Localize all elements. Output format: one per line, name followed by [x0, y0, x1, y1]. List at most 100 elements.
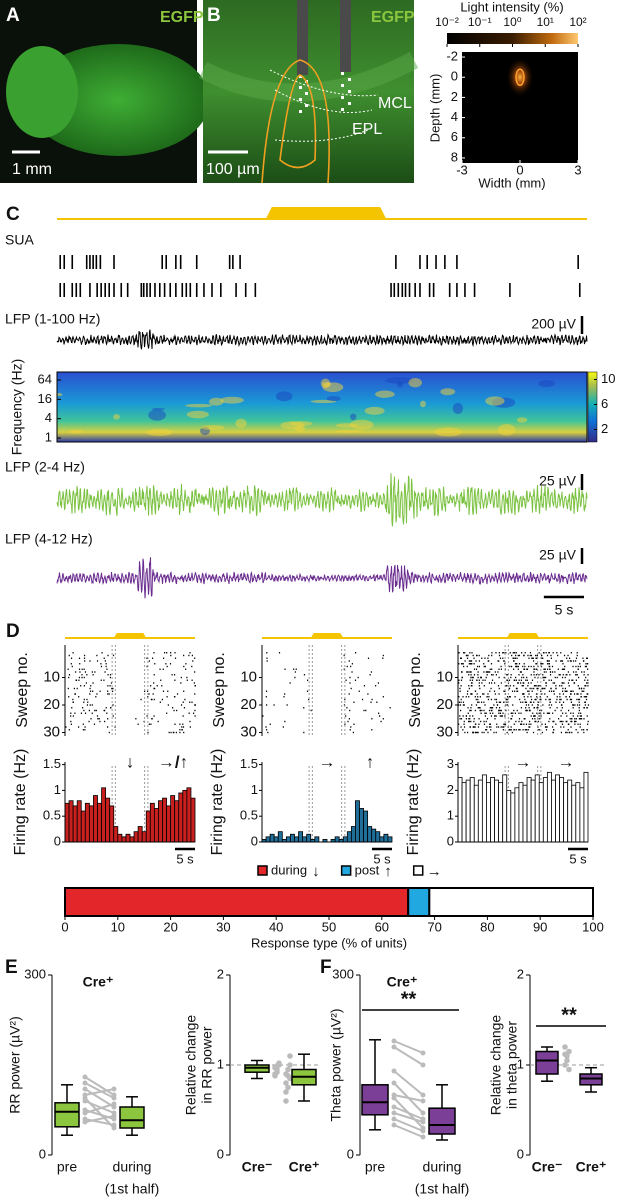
raster-dot [509, 652, 511, 654]
raster-dot [525, 709, 528, 712]
raster-dot [182, 715, 184, 717]
raster-dot [568, 685, 570, 687]
y-tick-label: 2 [217, 966, 224, 981]
raster-dot [70, 723, 72, 725]
histogram-bar [88, 805, 94, 843]
raster-dot [92, 674, 94, 676]
raster-dot [513, 657, 515, 659]
point [272, 1073, 278, 1079]
raster-dot [500, 682, 502, 684]
spectrogram-texture [235, 418, 247, 428]
group-title: Cre⁺ [83, 974, 114, 990]
raster-dot [476, 693, 478, 695]
pair-dot [391, 1068, 397, 1074]
raster-dot [512, 652, 514, 654]
raster-dot [530, 674, 532, 676]
raster-dot [550, 679, 553, 681]
raster-dot [83, 698, 85, 701]
raster-dot [513, 660, 515, 662]
raster-dot [585, 663, 587, 665]
pair-line [393, 1118, 424, 1132]
histogram-bar [555, 774, 560, 843]
raster-dot [303, 707, 305, 709]
raster-dot [86, 674, 88, 676]
raster-dot [567, 682, 570, 684]
raster-dot [574, 720, 576, 723]
raster-dot [520, 723, 522, 725]
raster-dot [153, 715, 155, 717]
raster-dot [459, 690, 461, 692]
raster-dot [509, 665, 511, 668]
raster-dot [463, 726, 466, 728]
raster-dot [535, 698, 537, 701]
raster-dot [498, 676, 500, 679]
raster-dot [559, 693, 561, 695]
raster-dot [185, 668, 187, 670]
raster-dot [548, 679, 550, 681]
histogram-bar [579, 787, 585, 843]
y-tick-label: 2 [451, 89, 458, 104]
x-tick-label: 80 [480, 919, 494, 934]
raster-dot [104, 709, 106, 712]
raster-dot [179, 731, 181, 734]
raster-dot [92, 682, 94, 684]
raster-dot [349, 682, 351, 684]
raster-dot [303, 731, 305, 734]
raster-dot [529, 701, 532, 703]
box [428, 1107, 456, 1135]
raster-dot [486, 696, 488, 698]
raster-dot [567, 729, 569, 731]
raster-dot [563, 654, 566, 657]
raster-dot [518, 718, 521, 720]
raster-dot [166, 652, 168, 654]
raster-dot [584, 665, 587, 668]
raster-dot [99, 690, 101, 692]
raster-dot [466, 665, 468, 668]
raster-dot [558, 674, 560, 676]
raster-dot [100, 663, 102, 665]
x-tick-label: Cre⁺ [576, 1159, 607, 1175]
raster-dot [371, 718, 373, 720]
raster-dot [567, 660, 569, 662]
histogram-bar [534, 774, 540, 843]
raster-dot [561, 682, 563, 684]
raster-dot [176, 709, 178, 712]
raster-dot [467, 712, 469, 714]
raster-dot [68, 676, 70, 679]
spectrogram-texture [385, 377, 414, 384]
raster-dot [459, 715, 461, 717]
x-tick-label: pre [57, 1159, 77, 1175]
raster-dot [542, 704, 544, 706]
raster-dot [499, 657, 502, 659]
raster-dot [502, 729, 504, 731]
light-pulse [113, 633, 147, 638]
point [287, 1062, 293, 1068]
raster-dot [194, 715, 196, 717]
raster-dot [91, 704, 93, 706]
raster-dot [535, 657, 537, 659]
raster-dot [518, 674, 520, 676]
raster-dot [583, 718, 585, 720]
raster-dot [474, 709, 476, 712]
raster-dot [91, 712, 93, 714]
raster-dot [549, 671, 552, 673]
raster-dot [474, 690, 477, 692]
point [564, 1057, 570, 1064]
raster-dot [106, 712, 108, 714]
raster-dot [524, 665, 526, 668]
x-axis-label: Response type (% of units) [251, 935, 407, 950]
response-arrow: →/↑ [158, 752, 188, 771]
histogram-bar [277, 831, 283, 843]
y-tick-label: 0 [347, 1146, 354, 1161]
raster-dot [576, 674, 578, 676]
raster-dot [582, 657, 584, 659]
y-tick-label: 0 [217, 1146, 224, 1161]
raster-dot [560, 704, 563, 706]
raster-dot [153, 687, 155, 690]
pair-dot [420, 1110, 426, 1116]
raster-dot [541, 693, 543, 695]
raster-dot [68, 696, 70, 698]
y-tick-label: 0.5 [240, 808, 258, 823]
raster-dot [82, 723, 84, 725]
